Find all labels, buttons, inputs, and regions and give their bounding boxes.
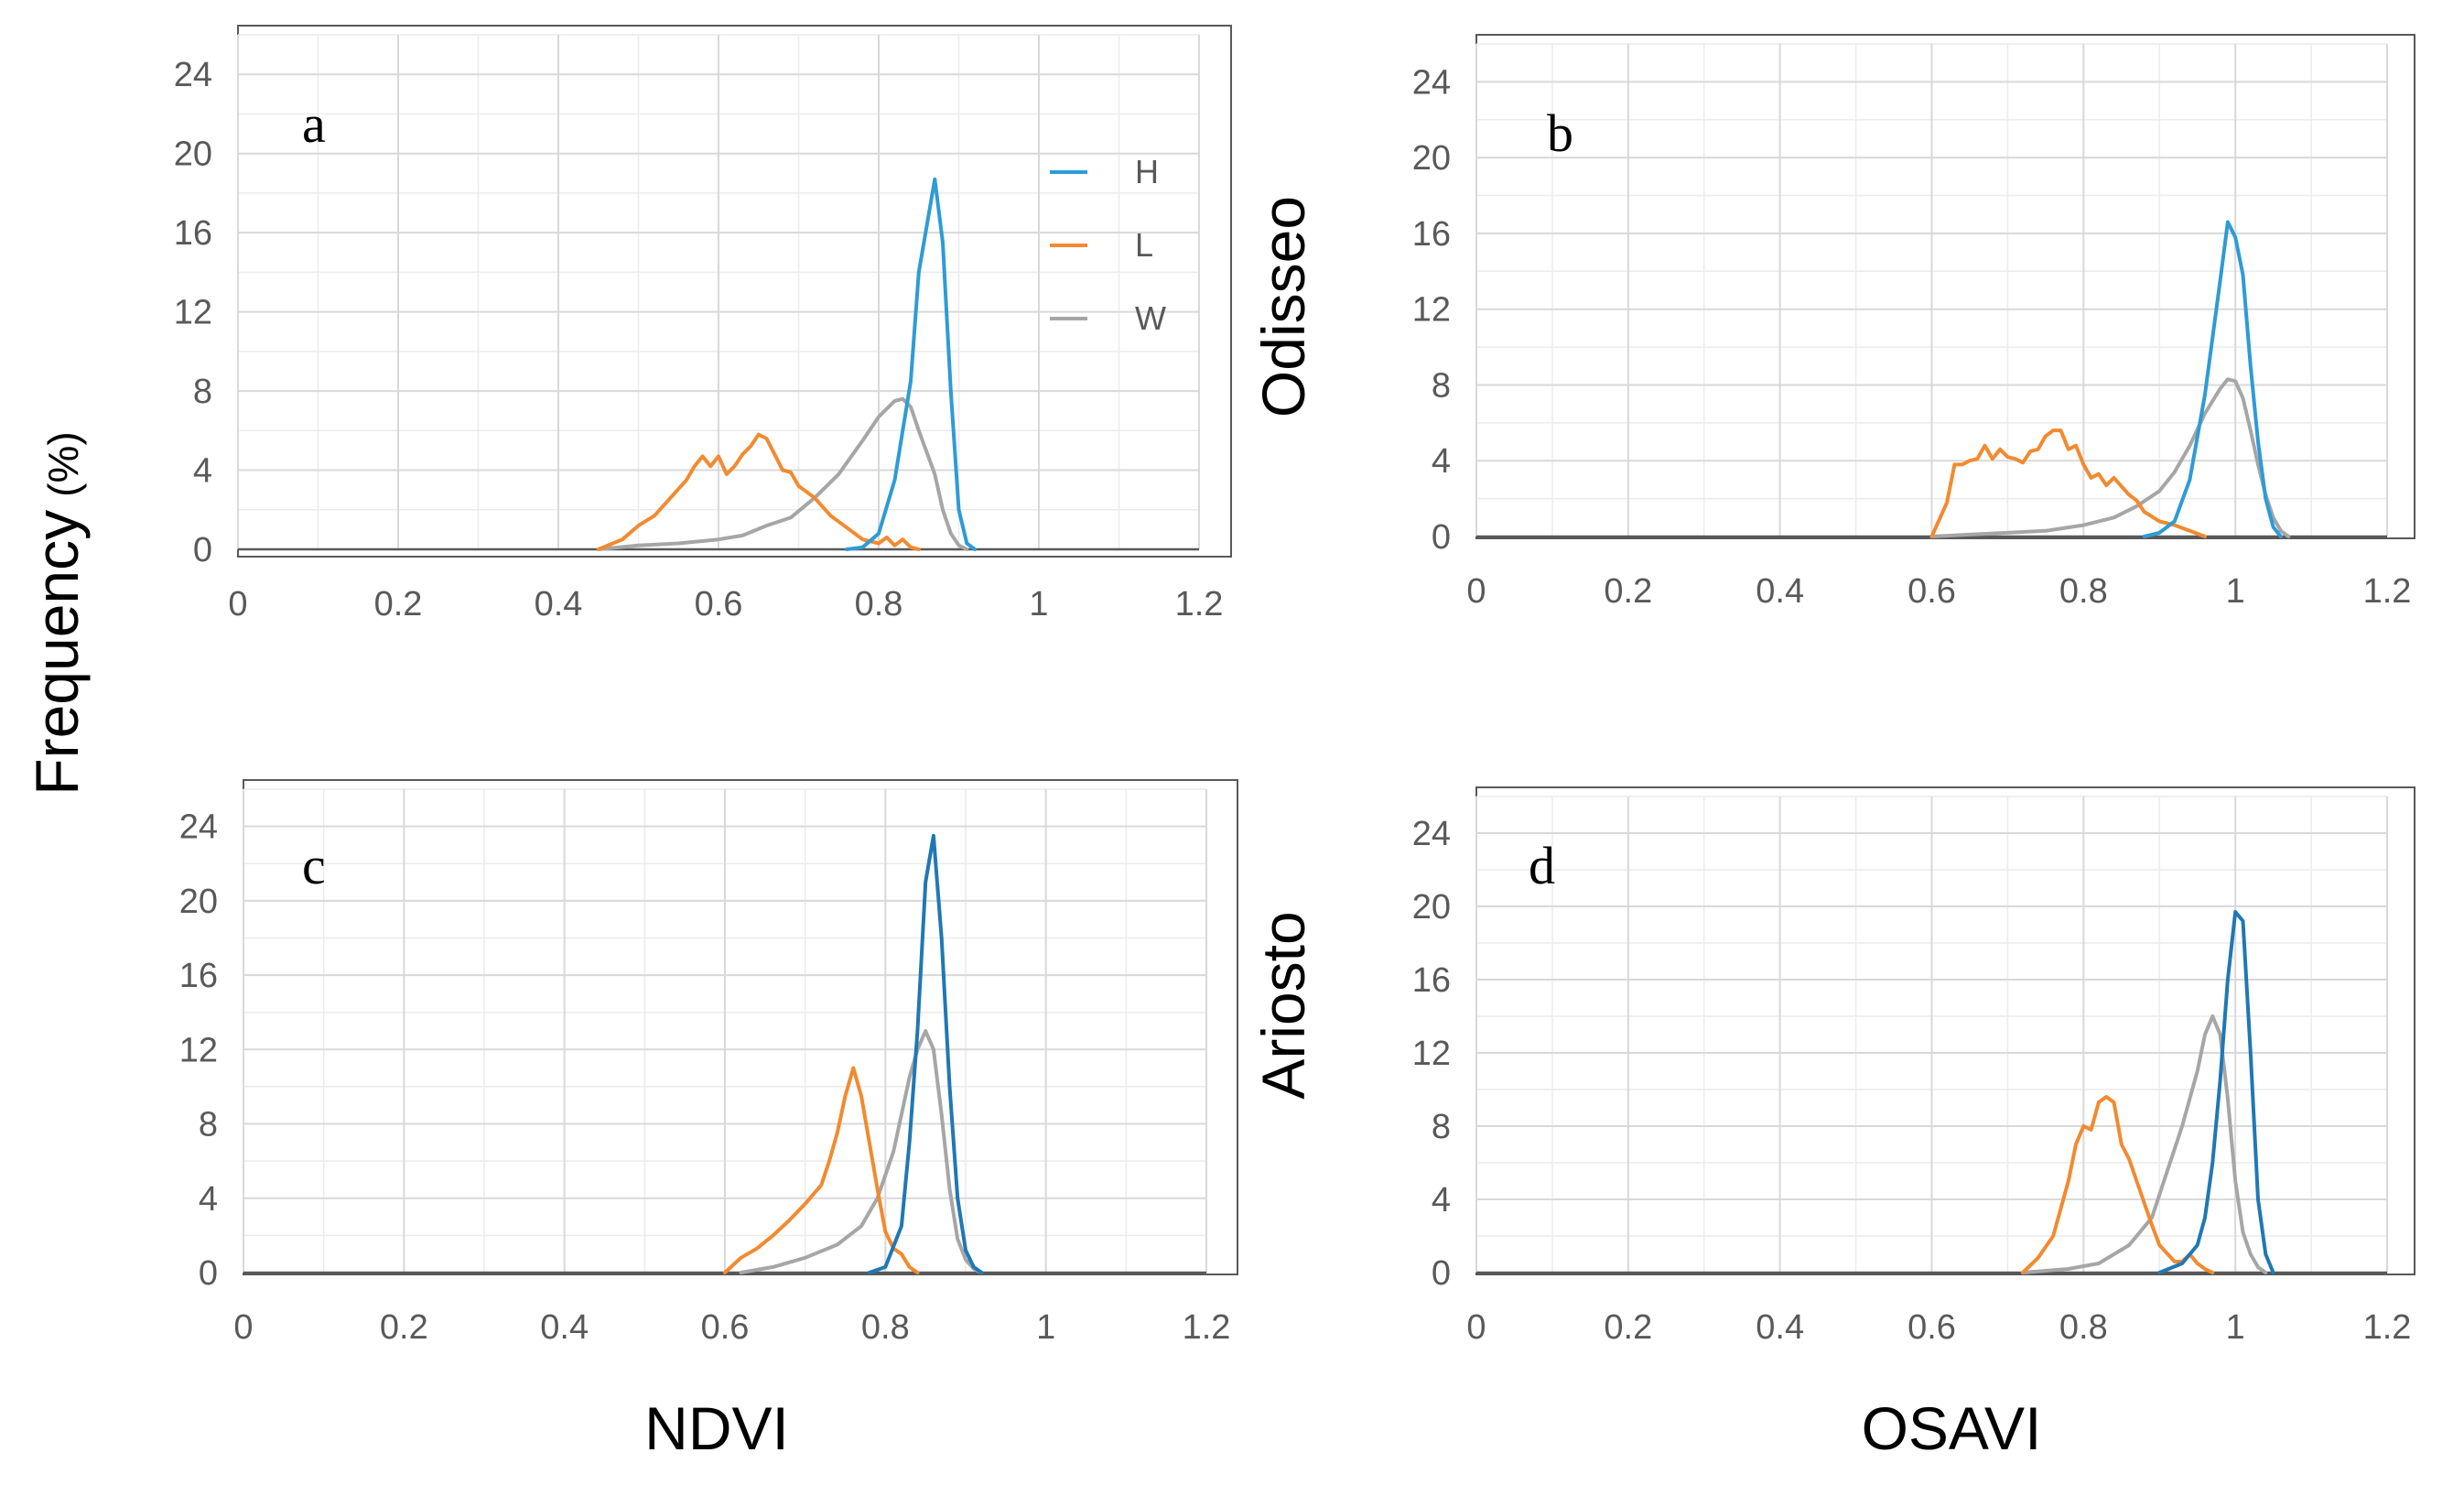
- x-tick-label: 1: [1036, 1308, 1055, 1347]
- x-tick-label: 0.6: [1907, 1308, 1956, 1347]
- legend-label-h: H: [1135, 153, 1159, 190]
- y-tick-label: 20: [1412, 888, 1451, 927]
- y-tick-label: 12: [1412, 291, 1451, 330]
- y-axis-title: Frequency(%): [23, 431, 91, 795]
- y-tick-label: 8: [1432, 366, 1451, 405]
- x-tick-label: 0.4: [535, 585, 583, 623]
- row-label-odisseo: Odisseo: [1249, 196, 1317, 417]
- x-tick-label: 1.2: [2363, 572, 2412, 611]
- legend-label-l: L: [1135, 226, 1153, 264]
- y-tick-label: 0: [1432, 1254, 1451, 1293]
- panel-letter: b: [1547, 103, 1573, 163]
- chart-panel-b: 0 0.2 0.4 0.6 0.8 1 1.2 0 4 8 12 16 20 24 b: [1412, 34, 2415, 611]
- series-line-h: [2157, 910, 2275, 1274]
- y-tick-label: 24: [1412, 815, 1451, 853]
- y-tick-label: 8: [199, 1106, 218, 1144]
- x-tick-label: 1: [1029, 585, 1048, 623]
- series-line-w: [596, 396, 969, 551]
- series-line-h: [2142, 220, 2283, 538]
- chart-panel-a: 0 0.2 0.4 0.6 0.8 1 1.2 0 4 8 12 16 20 24 a: [174, 25, 1232, 623]
- x-tick-label: 1: [2226, 572, 2245, 611]
- x-tick-label: 0.2: [380, 1308, 428, 1347]
- panel-letter: d: [1529, 836, 1555, 895]
- y-tick-label: 8: [1432, 1108, 1451, 1146]
- y-tick-label: 16: [179, 957, 218, 995]
- x-tick-label: 0.6: [695, 585, 743, 623]
- x-tick-label: 0: [1466, 572, 1486, 611]
- panel-letter: a: [302, 94, 326, 154]
- x-tick-label: 1: [2226, 1308, 2245, 1347]
- y-tick-label: 20: [174, 135, 212, 174]
- x-tick-label: 1.2: [2363, 1308, 2412, 1347]
- y-tick-label: 8: [193, 373, 212, 411]
- x-tick-label: 0.4: [540, 1308, 589, 1347]
- series-line-h: [867, 833, 984, 1274]
- y-tick-label: 24: [179, 808, 218, 847]
- panel-letter: c: [302, 836, 326, 895]
- x-axis-title-osavi: OSAVI: [1862, 1394, 2042, 1462]
- series-line-l: [1929, 428, 2207, 538]
- y-tick-label: 12: [179, 1031, 218, 1069]
- x-tick-label: 0.4: [1756, 572, 1804, 611]
- x-tick-label: 0: [228, 585, 247, 623]
- x-tick-label: 1.2: [1175, 585, 1224, 623]
- x-tick-label: 0.4: [1756, 1308, 1804, 1347]
- row-label-ariosto: Ariosto: [1249, 911, 1317, 1099]
- x-axis-title-ndvi: NDVI: [644, 1394, 789, 1462]
- y-tick-label: 20: [1412, 139, 1451, 178]
- y-tick-label: 20: [179, 883, 218, 921]
- x-tick-label: 0.2: [374, 585, 423, 623]
- x-tick-label: 0.8: [861, 1308, 910, 1347]
- y-tick-label: 0: [1432, 518, 1451, 557]
- y-tick-label: 4: [1432, 1181, 1451, 1219]
- chart-panel-d: 0 0.2 0.4 0.6 0.8 1 1.2 0 4 8 12 16 20 24 d: [1412, 786, 2415, 1347]
- series-line-h: [845, 177, 977, 551]
- y-tick-label: 24: [174, 56, 212, 94]
- x-tick-label: 0.2: [1604, 572, 1652, 611]
- y-tick-label: 16: [1412, 961, 1451, 1000]
- y-tick-label: 24: [1412, 63, 1451, 102]
- x-tick-label: 0.8: [2059, 572, 2108, 611]
- x-tick-label: 0.6: [1907, 572, 1956, 611]
- x-tick-label: 0: [1466, 1308, 1486, 1347]
- legend: H L W: [1050, 153, 1166, 337]
- y-tick-label: 16: [1412, 215, 1451, 254]
- x-tick-label: 0: [233, 1308, 253, 1347]
- y-tick-label: 16: [174, 214, 212, 253]
- legend-label-w: W: [1135, 299, 1166, 337]
- series-line-w: [2021, 1014, 2268, 1274]
- y-tick-label: 12: [174, 294, 212, 332]
- y-tick-label: 0: [193, 531, 212, 569]
- x-tick-label: 1.2: [1183, 1308, 1231, 1347]
- y-tick-label: 4: [193, 452, 212, 491]
- y-tick-label: 4: [199, 1180, 218, 1219]
- y-tick-label: 0: [199, 1254, 218, 1293]
- y-tick-label: 4: [1432, 442, 1451, 481]
- x-tick-label: 0.6: [701, 1308, 750, 1347]
- chart-panel-c: 0 0.2 0.4 0.6 0.8 1 1.2 0 4 8 12 16 20 24 c: [179, 779, 1238, 1347]
- y-tick-label: 12: [1412, 1035, 1451, 1073]
- x-tick-label: 0.8: [855, 585, 903, 623]
- x-tick-label: 0.2: [1604, 1308, 1652, 1347]
- x-tick-label: 0.8: [2059, 1308, 2108, 1347]
- series-line-l: [596, 432, 921, 551]
